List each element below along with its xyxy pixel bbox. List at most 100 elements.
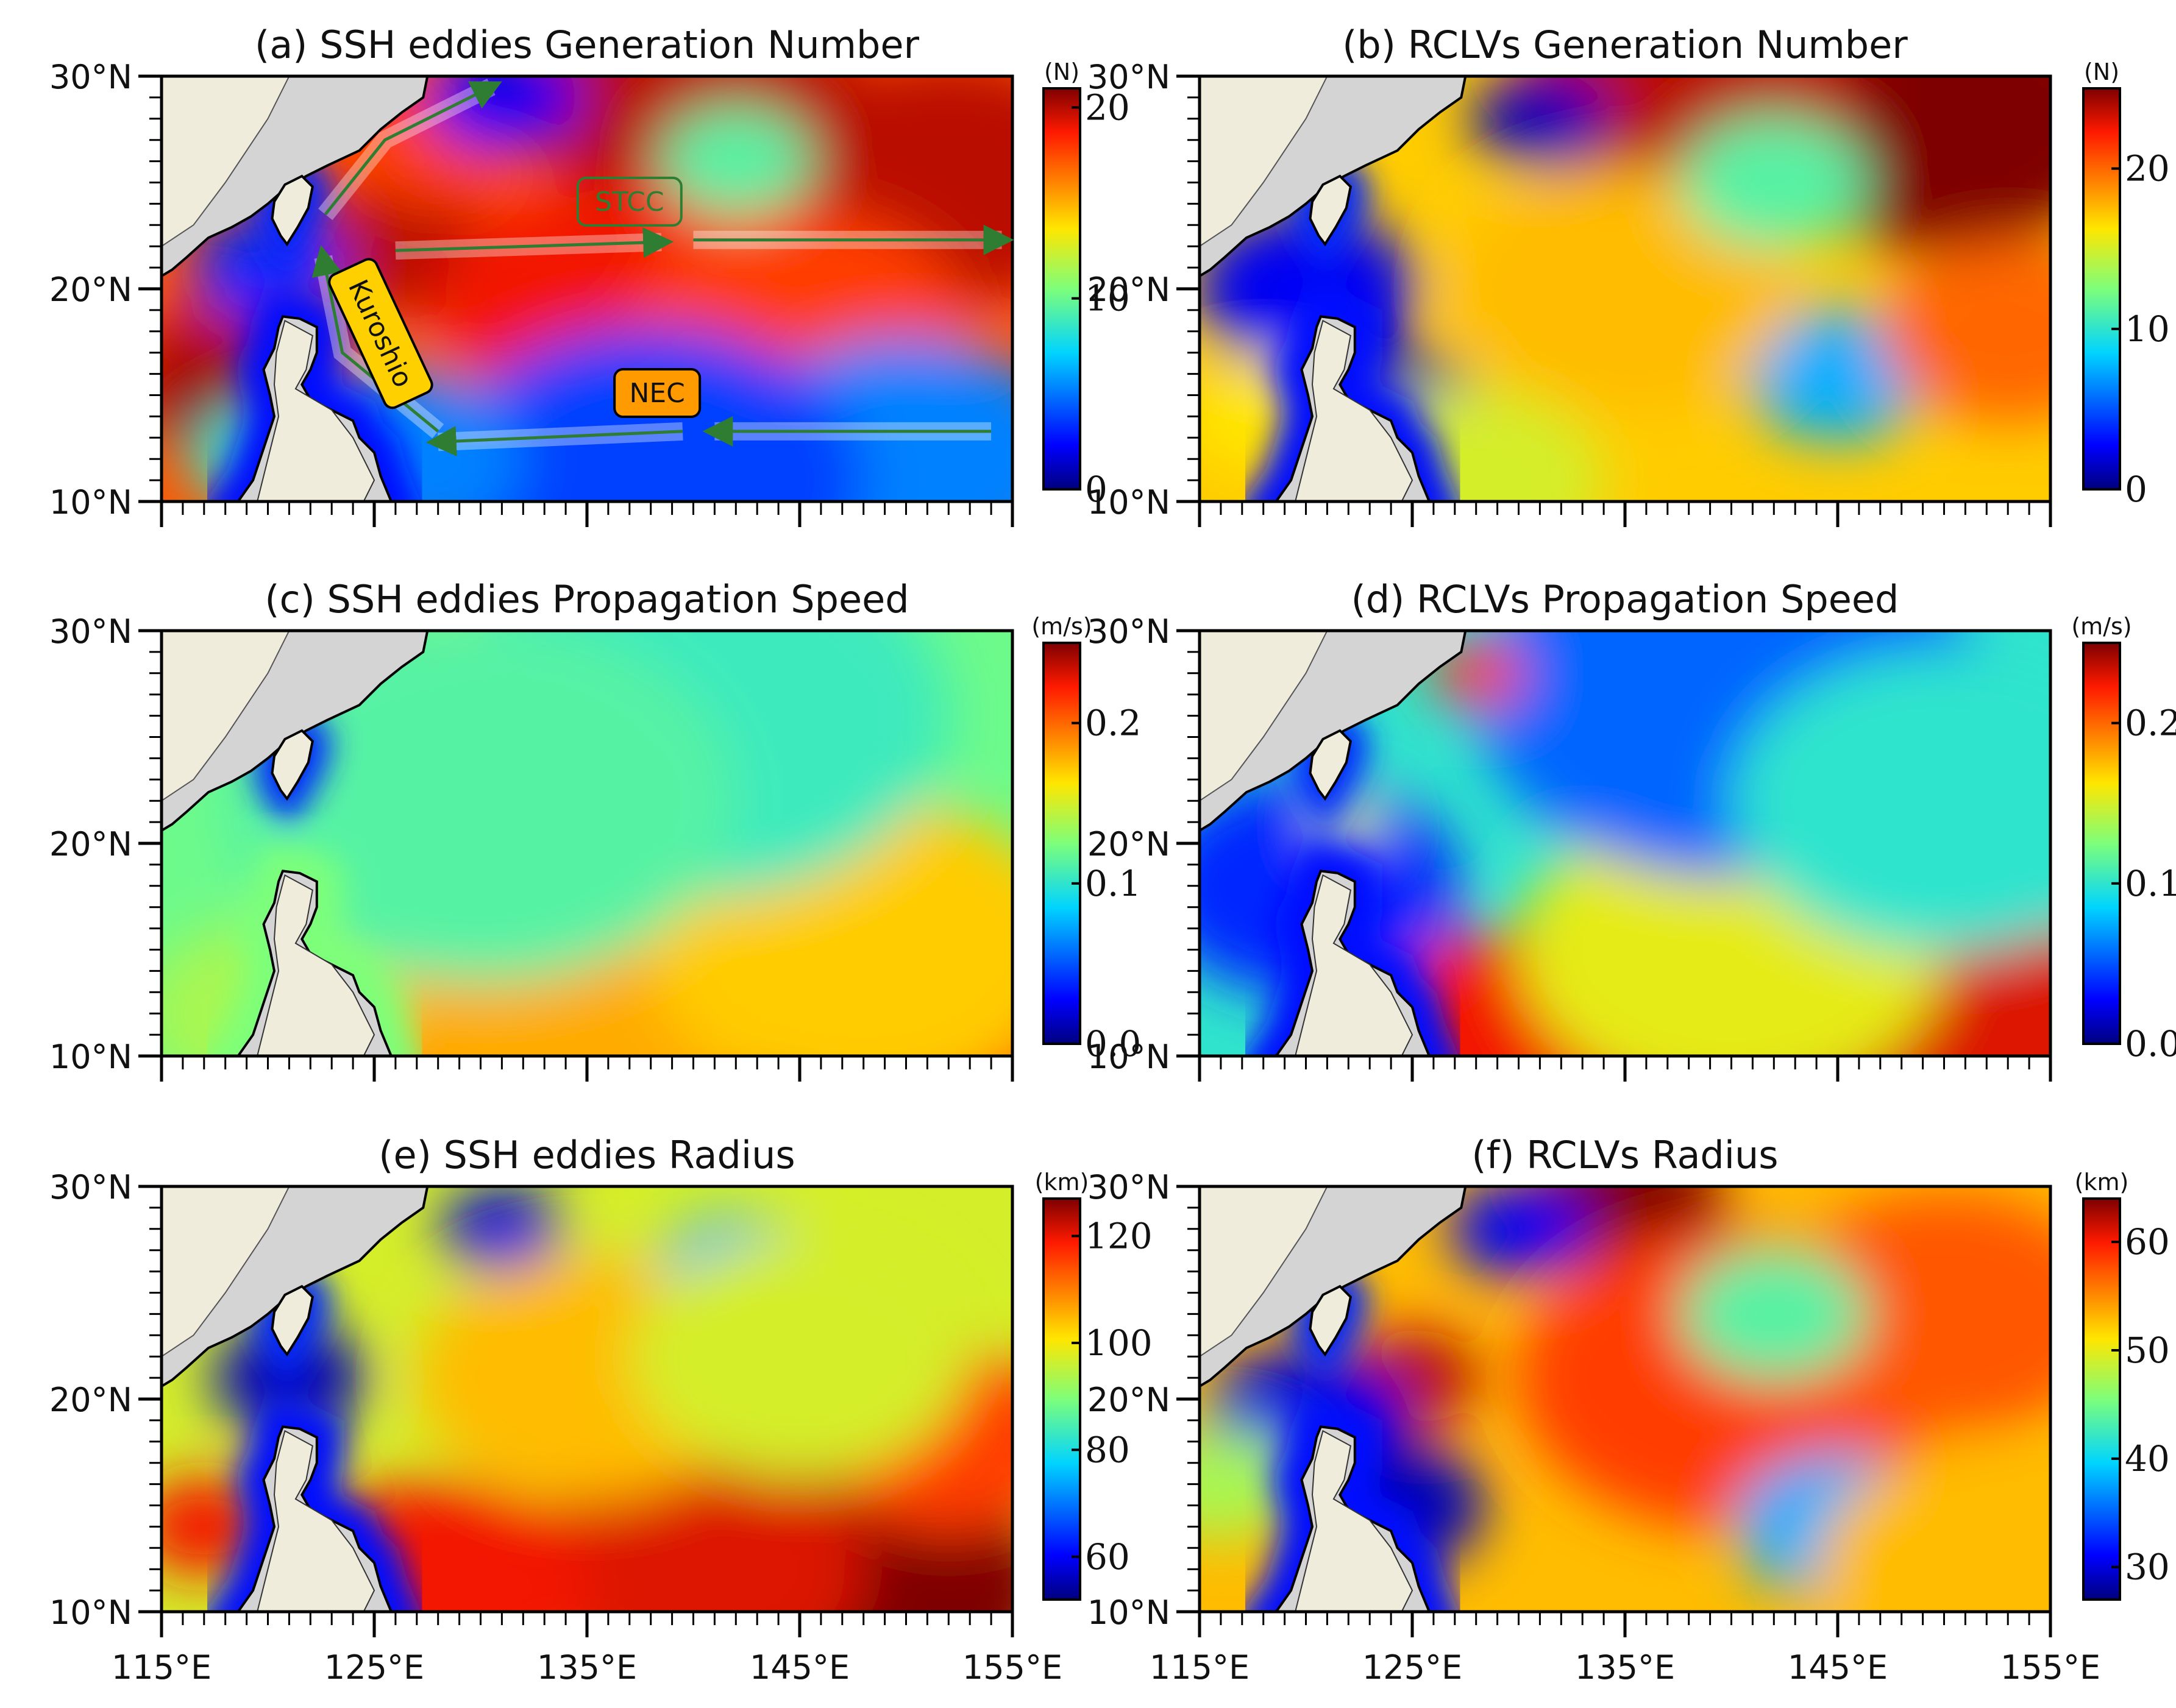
heatmap-c [162, 631, 1012, 1056]
taiwan-island [271, 729, 314, 801]
heatmap-cell [1200, 1429, 1298, 1539]
lat-label: 10°N [1087, 483, 1170, 522]
colorbar-tick-label: 20 [2125, 148, 2170, 190]
nec-arrow-west-outline [425, 426, 683, 456]
colorbar-tick-label: 120 [1085, 1215, 1153, 1256]
heatmap-cell [442, 1186, 562, 1272]
lon-label: 155°E [2000, 1648, 2100, 1687]
colorbar-tick-label: 0.1 [1085, 863, 1141, 904]
heatmap-cell [1730, 648, 2050, 954]
lat-label: 30°N [1087, 58, 1170, 96]
lon-label: 145°E [1788, 1648, 1888, 1687]
heatmap-cell [1816, 1447, 2050, 1612]
colorbar-tick-label: 50 [2125, 1330, 2170, 1371]
luzon-island [1295, 874, 1413, 1056]
colorbar-tick-label: 40 [2125, 1438, 2170, 1479]
colorbar-gradient [1042, 1197, 1081, 1601]
lat-label: 10°N [1087, 1038, 1170, 1076]
heatmap-d [1200, 631, 2050, 1056]
luzon-island [257, 319, 375, 501]
panel-f: (f) RCLVs Radius 30°N 20°N 10°N 115°E 125°E 13… [1087, 1133, 2170, 1687]
colorbar-tick-label: 0 [2125, 469, 2147, 510]
mainland [1200, 631, 1328, 802]
lat-label: 10°N [49, 1593, 132, 1632]
colorbar-tick-label: 20 [1085, 87, 1130, 128]
colorbar-unit: (m/s) [1031, 613, 1092, 640]
lat-label: 10°N [49, 483, 132, 522]
kuroshio-label-box [328, 258, 433, 409]
lon-label: 135°E [1575, 1648, 1675, 1687]
panel-b: (b) RCLVs Generation Number 30°N 20°N 10°N (… [1087, 23, 2170, 527]
luzon-island [257, 1430, 375, 1612]
heatmap-cell [1880, 239, 2050, 423]
mainland [162, 1186, 290, 1358]
luzon-island [1295, 319, 1413, 501]
colorbar-a: (N) 0 10 20 [1042, 58, 1130, 510]
mainland [1200, 76, 1328, 247]
colorbar-b: (N) 0 10 20 [2082, 58, 2170, 510]
taiwan-island [271, 1285, 314, 1357]
lon-label: 125°E [1362, 1648, 1462, 1687]
lat-label: 20°N [49, 825, 132, 863]
heatmap-b [1200, 76, 2050, 501]
nec-label: NEC [613, 368, 702, 419]
panel-d: (d) RCLVs Propagation Speed 30°N 20°N 10°N (… [1087, 577, 2176, 1082]
lon-label: 115°E [1150, 1648, 1250, 1687]
heatmap-cell [659, 106, 813, 216]
colorbar-unit: (km) [2075, 1169, 2129, 1196]
taiwan-island [271, 174, 314, 247]
colorbar-tick-label: 0.0 [2125, 1023, 2176, 1065]
colorbar-tick-label: 0.2 [2125, 703, 2176, 744]
colorbar-tick-label: 60 [1085, 1536, 1130, 1578]
panel-title: (e) SSH eddies Radius [379, 1133, 795, 1177]
colorbar-unit: (N) [1044, 58, 1079, 85]
heatmap-f [1200, 1186, 2050, 1612]
taiwan-island [1309, 729, 1352, 801]
stcc-arrow-west-outline [395, 227, 674, 258]
lon-label: 155°E [962, 1648, 1062, 1687]
panel-title: (c) SSH eddies Propagation Speed [265, 577, 909, 622]
panel-e: (e) SSH eddies Radius 30°N 20°N 10°N 115°E 12… [49, 1133, 1153, 1687]
heatmap-cell [1680, 115, 1868, 250]
panel-c: (c) SSH eddies Propagation Speed 30°N 20°N… [49, 577, 1141, 1082]
lon-label: 145°E [750, 1648, 850, 1687]
colorbar-unit: (km) [1035, 1169, 1089, 1196]
heatmap-cell [1471, 76, 1609, 168]
stcc-label: STCC [576, 176, 683, 227]
panel-title: (f) RCLVs Radius [1471, 1133, 1778, 1177]
heatmap-a [162, 76, 1012, 501]
colorbar-tick-label: 0 [1085, 469, 1108, 510]
colorbar-tick-label: 10 [1085, 278, 1130, 319]
heatmap-e [162, 1186, 1012, 1612]
taiwan-island [1309, 1285, 1352, 1357]
colorbar-gradient [2082, 642, 2121, 1045]
panel-title: (a) SSH eddies Generation Number [255, 23, 920, 67]
lat-label: 20°N [49, 271, 132, 309]
heatmap-cell [1680, 1247, 1868, 1381]
heatmap-cell [1773, 1192, 2050, 1436]
colorbar-gradient [1042, 87, 1081, 491]
lat-label: 30°N [1087, 612, 1170, 651]
nec-label-box [613, 368, 702, 419]
colorbar-unit: (N) [2084, 58, 2119, 85]
colorbar-d: (m/s) 0.0 0.1 0.2 [2071, 613, 2176, 1065]
colorbar-e: (km) 60 80 100 120 [1035, 1169, 1153, 1601]
lon-label: 115°E [112, 1648, 212, 1687]
lat-label: 30°N [49, 612, 132, 651]
colorbar-unit: (m/s) [2071, 613, 2132, 640]
lon-label: 135°E [537, 1648, 637, 1687]
colorbar-f: (km) 30 40 50 60 [2075, 1169, 2170, 1601]
kuroshio-arrow-south-outline [311, 245, 439, 433]
lat-label: 20°N [1087, 271, 1170, 309]
heatmap-cell [629, 1235, 970, 1479]
colorbar-c: (m/s) 0.0 0.1 0.2 [1031, 613, 1141, 1065]
colorbar-gradient [2082, 87, 2121, 491]
luzon-island [1295, 1430, 1413, 1612]
colorbar-tick-label: 10 [2125, 308, 2170, 350]
colorbar-tick-label: 80 [1085, 1429, 1130, 1470]
lat-label: 10°N [1087, 1593, 1170, 1632]
colorbar-gradient [1042, 642, 1081, 1045]
panel-a: (a) SSH eddies Generation Number 30°N 20°N… [49, 23, 1130, 527]
